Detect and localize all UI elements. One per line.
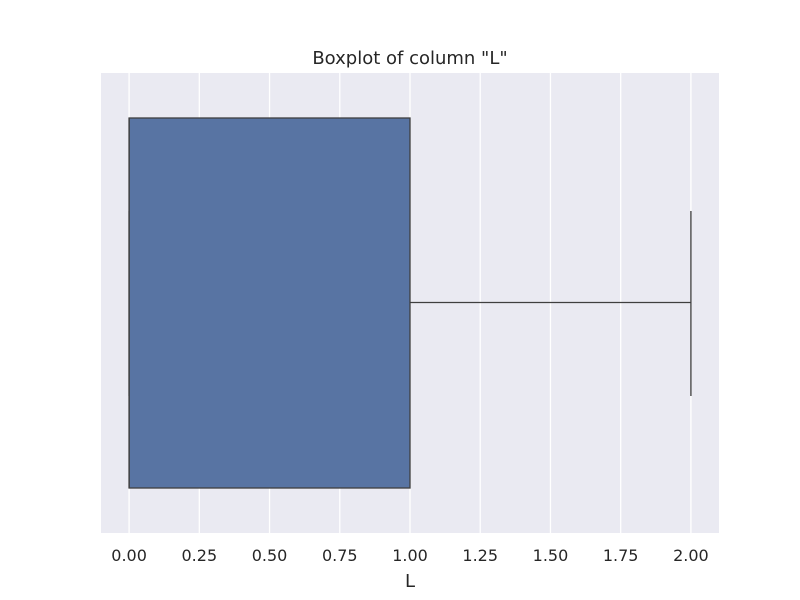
x-tick-label-6: 1.50: [533, 546, 569, 565]
x-tick-label-2: 0.50: [252, 546, 288, 565]
x-axis-label: L: [405, 571, 415, 592]
x-tick-label-3: 0.75: [322, 546, 358, 565]
boxplot-series: [128, 117, 692, 489]
x-tick-label-7: 1.75: [603, 546, 639, 565]
x-tick-label-1: 0.25: [182, 546, 218, 565]
chart-title: Boxplot of column "L": [312, 48, 507, 69]
x-tick-label-8: 2.00: [673, 546, 709, 565]
x-axis-ticks: 0.00 0.25 0.50 0.75 1.00 1.25 1.50 1.75 2.00: [111, 546, 708, 565]
x-tick-label-4: 1.00: [392, 546, 428, 565]
x-tick-label-0: 0.00: [111, 546, 147, 565]
iqr-box: [128, 117, 411, 489]
x-tick-label-5: 1.25: [462, 546, 498, 565]
